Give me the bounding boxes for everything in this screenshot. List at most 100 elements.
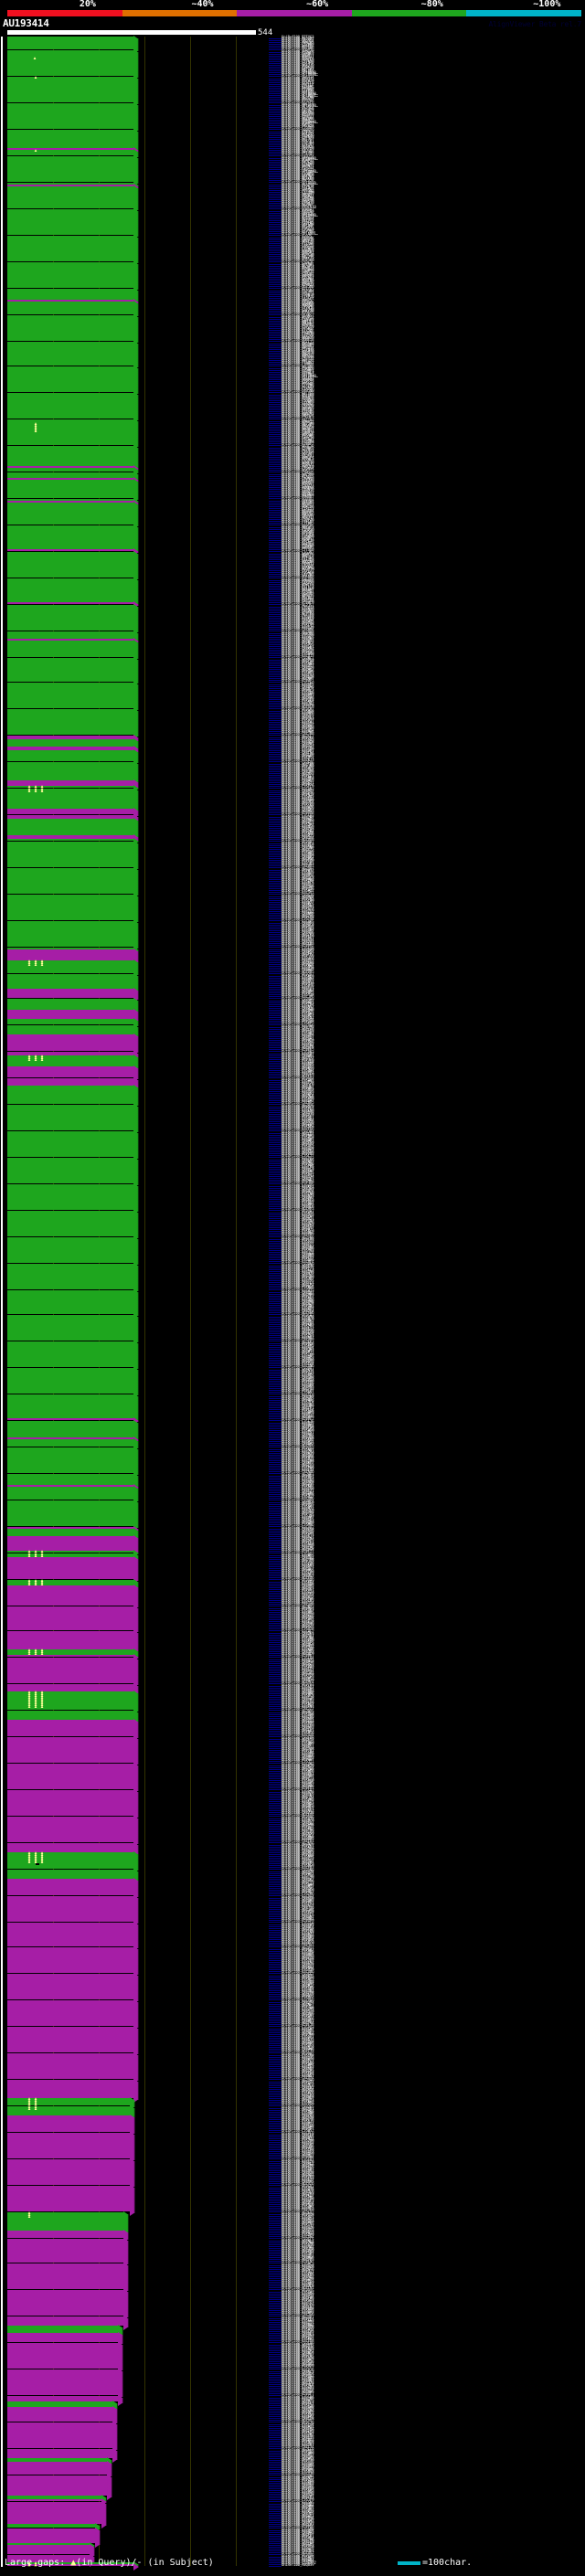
hit-alignment-bar[interactable] [7, 209, 133, 211]
hit-alignment-bar[interactable] [7, 1893, 133, 1895]
hit-alignment-bar[interactable] [7, 256, 133, 258]
hit-alignment-bar[interactable] [7, 996, 133, 998]
hit-alignment-bar[interactable] [7, 1604, 133, 1606]
hit-alignment-bar[interactable] [7, 759, 133, 761]
hit-alignment-bar[interactable] [7, 211, 133, 213]
hit-alignment-bar[interactable] [7, 52, 133, 54]
hit-alignment-bar[interactable] [7, 164, 133, 165]
hit-alignment-bar[interactable] [7, 59, 133, 61]
hit-alignment-bar[interactable] [7, 111, 133, 112]
hit-alignment-bar[interactable] [7, 167, 133, 169]
hit-alignment-bar[interactable] [7, 199, 133, 201]
hit-alignment-bar[interactable] [7, 275, 133, 277]
hit-alignment-bar[interactable] [7, 2183, 130, 2185]
hit-alignment-bar[interactable] [7, 54, 133, 56]
hit-alignment-bar[interactable] [7, 118, 133, 120]
hit-alignment-bar[interactable] [7, 2261, 123, 2263]
hit-alignment-bar[interactable] [7, 90, 133, 91]
hit-alignment-bar[interactable] [7, 2077, 133, 2079]
hit-alignment-bar[interactable] [7, 143, 133, 144]
hit-alignment-bar[interactable] [7, 197, 133, 199]
hit-alignment-bar[interactable] [7, 1155, 133, 1157]
hit-alignment-bar[interactable] [7, 1365, 133, 1367]
hit-alignment-bar[interactable] [7, 91, 133, 93]
hit-alignment-bar[interactable] [7, 241, 133, 243]
hit-alignment-bar[interactable] [7, 339, 133, 341]
hit-alignment-bar[interactable] [7, 1498, 133, 1500]
hit-alignment-bar[interactable] [7, 127, 133, 129]
hit-alignment-bar[interactable] [7, 50, 133, 52]
hit-alignment-bar[interactable] [7, 238, 133, 239]
hit-alignment-bar[interactable] [7, 1129, 133, 1130]
hit-alignment-bar[interactable] [7, 1208, 133, 1210]
hit-alignment-bar[interactable] [7, 1840, 133, 1842]
hit-alignment-bar[interactable] [7, 1418, 133, 1420]
hit-alignment-bar[interactable] [7, 302, 133, 303]
hit-alignment-bar[interactable] [7, 239, 133, 241]
hit-alignment-bar[interactable] [7, 1339, 133, 1341]
hit-alignment-bar[interactable] [7, 282, 133, 284]
hit-alignment-bar[interactable] [7, 298, 133, 300]
hit-alignment-bar[interactable] [7, 1445, 133, 1447]
hit-alignment-bar[interactable] [7, 281, 133, 282]
hit-alignment-bar[interactable] [7, 70, 133, 72]
hit-alignment-bar[interactable] [7, 271, 133, 273]
hit-alignment-bar[interactable] [7, 706, 133, 708]
hit-alignment-bar[interactable] [7, 63, 133, 65]
hit-alignment-bar[interactable] [7, 390, 133, 392]
hit-alignment-bar[interactable] [7, 203, 133, 205]
hit-alignment-bar[interactable] [7, 101, 133, 102]
hit-alignment-bar[interactable] [7, 148, 133, 150]
hit-alignment-bar[interactable] [7, 865, 133, 867]
hit-alignment-bar[interactable] [7, 233, 133, 235]
hit-alignment-bar[interactable] [7, 249, 133, 250]
hit-alignment-bar[interactable] [7, 105, 133, 107]
hit-alignment-bar[interactable] [7, 252, 133, 254]
hit-alignment-bar[interactable] [7, 2210, 130, 2211]
hit-alignment-bar[interactable] [7, 602, 133, 604]
hit-alignment-bar[interactable] [7, 180, 133, 182]
hit-alignment-bar[interactable] [7, 1288, 133, 1289]
hit-alignment-bar[interactable] [7, 183, 133, 185]
hit-alignment-bar[interactable] [7, 207, 133, 208]
hit-alignment-bar[interactable] [7, 812, 133, 814]
hit-alignment-bar[interactable] [7, 1471, 133, 1473]
hit-alignment-bar[interactable] [7, 42, 133, 44]
hit-alignment-bar[interactable] [7, 268, 133, 270]
hit-alignment-bar[interactable] [7, 277, 133, 279]
hit-alignment-bar[interactable] [7, 125, 133, 127]
hit-alignment-bar[interactable] [7, 122, 133, 123]
hit-alignment-bar[interactable] [7, 1049, 133, 1051]
hit-alignment-bar[interactable] [7, 296, 133, 298]
hit-alignment-bar[interactable] [7, 137, 133, 139]
hit-alignment-bar[interactable] [7, 213, 133, 215]
hit-alignment-bar[interactable] [7, 160, 133, 162]
hit-alignment-bar[interactable] [7, 48, 133, 49]
hit-alignment-bar[interactable] [7, 2314, 123, 2316]
hit-alignment-bar[interactable] [7, 1681, 133, 1683]
hit-alignment-bar[interactable] [7, 150, 133, 152]
hit-alignment-bar[interactable] [7, 218, 133, 220]
hit-alignment-bar[interactable] [7, 945, 133, 947]
hit-alignment-bar[interactable] [7, 2104, 130, 2105]
hit-alignment-bar[interactable] [7, 169, 133, 171]
hit-alignment-bar[interactable] [7, 162, 133, 164]
hit-alignment-bar[interactable] [7, 1945, 133, 1946]
hit-alignment-bar[interactable] [7, 95, 133, 97]
hit-alignment-bar[interactable] [7, 1655, 133, 1657]
hit-alignment-bar[interactable] [7, 245, 133, 247]
hit-alignment-bar[interactable] [7, 417, 133, 419]
hit-alignment-bar[interactable] [7, 72, 133, 74]
hit-alignment-bar[interactable] [7, 1312, 133, 1314]
hit-alignment-bar[interactable] [7, 130, 133, 132]
hit-alignment-bar[interactable] [7, 56, 133, 58]
hit-alignment-bar[interactable] [7, 192, 133, 194]
hit-alignment-bar[interactable] [7, 156, 133, 158]
hit-alignment-bar[interactable] [7, 1708, 133, 1710]
hit-alignment-bar[interactable] [7, 88, 133, 90]
hit-alignment-bar[interactable] [7, 892, 133, 894]
hit-alignment-bar[interactable] [7, 226, 133, 228]
hit-alignment-bar[interactable] [7, 1761, 133, 1763]
hit-alignment-bar[interactable] [7, 1023, 133, 1024]
hit-alignment-bar[interactable] [7, 109, 133, 111]
